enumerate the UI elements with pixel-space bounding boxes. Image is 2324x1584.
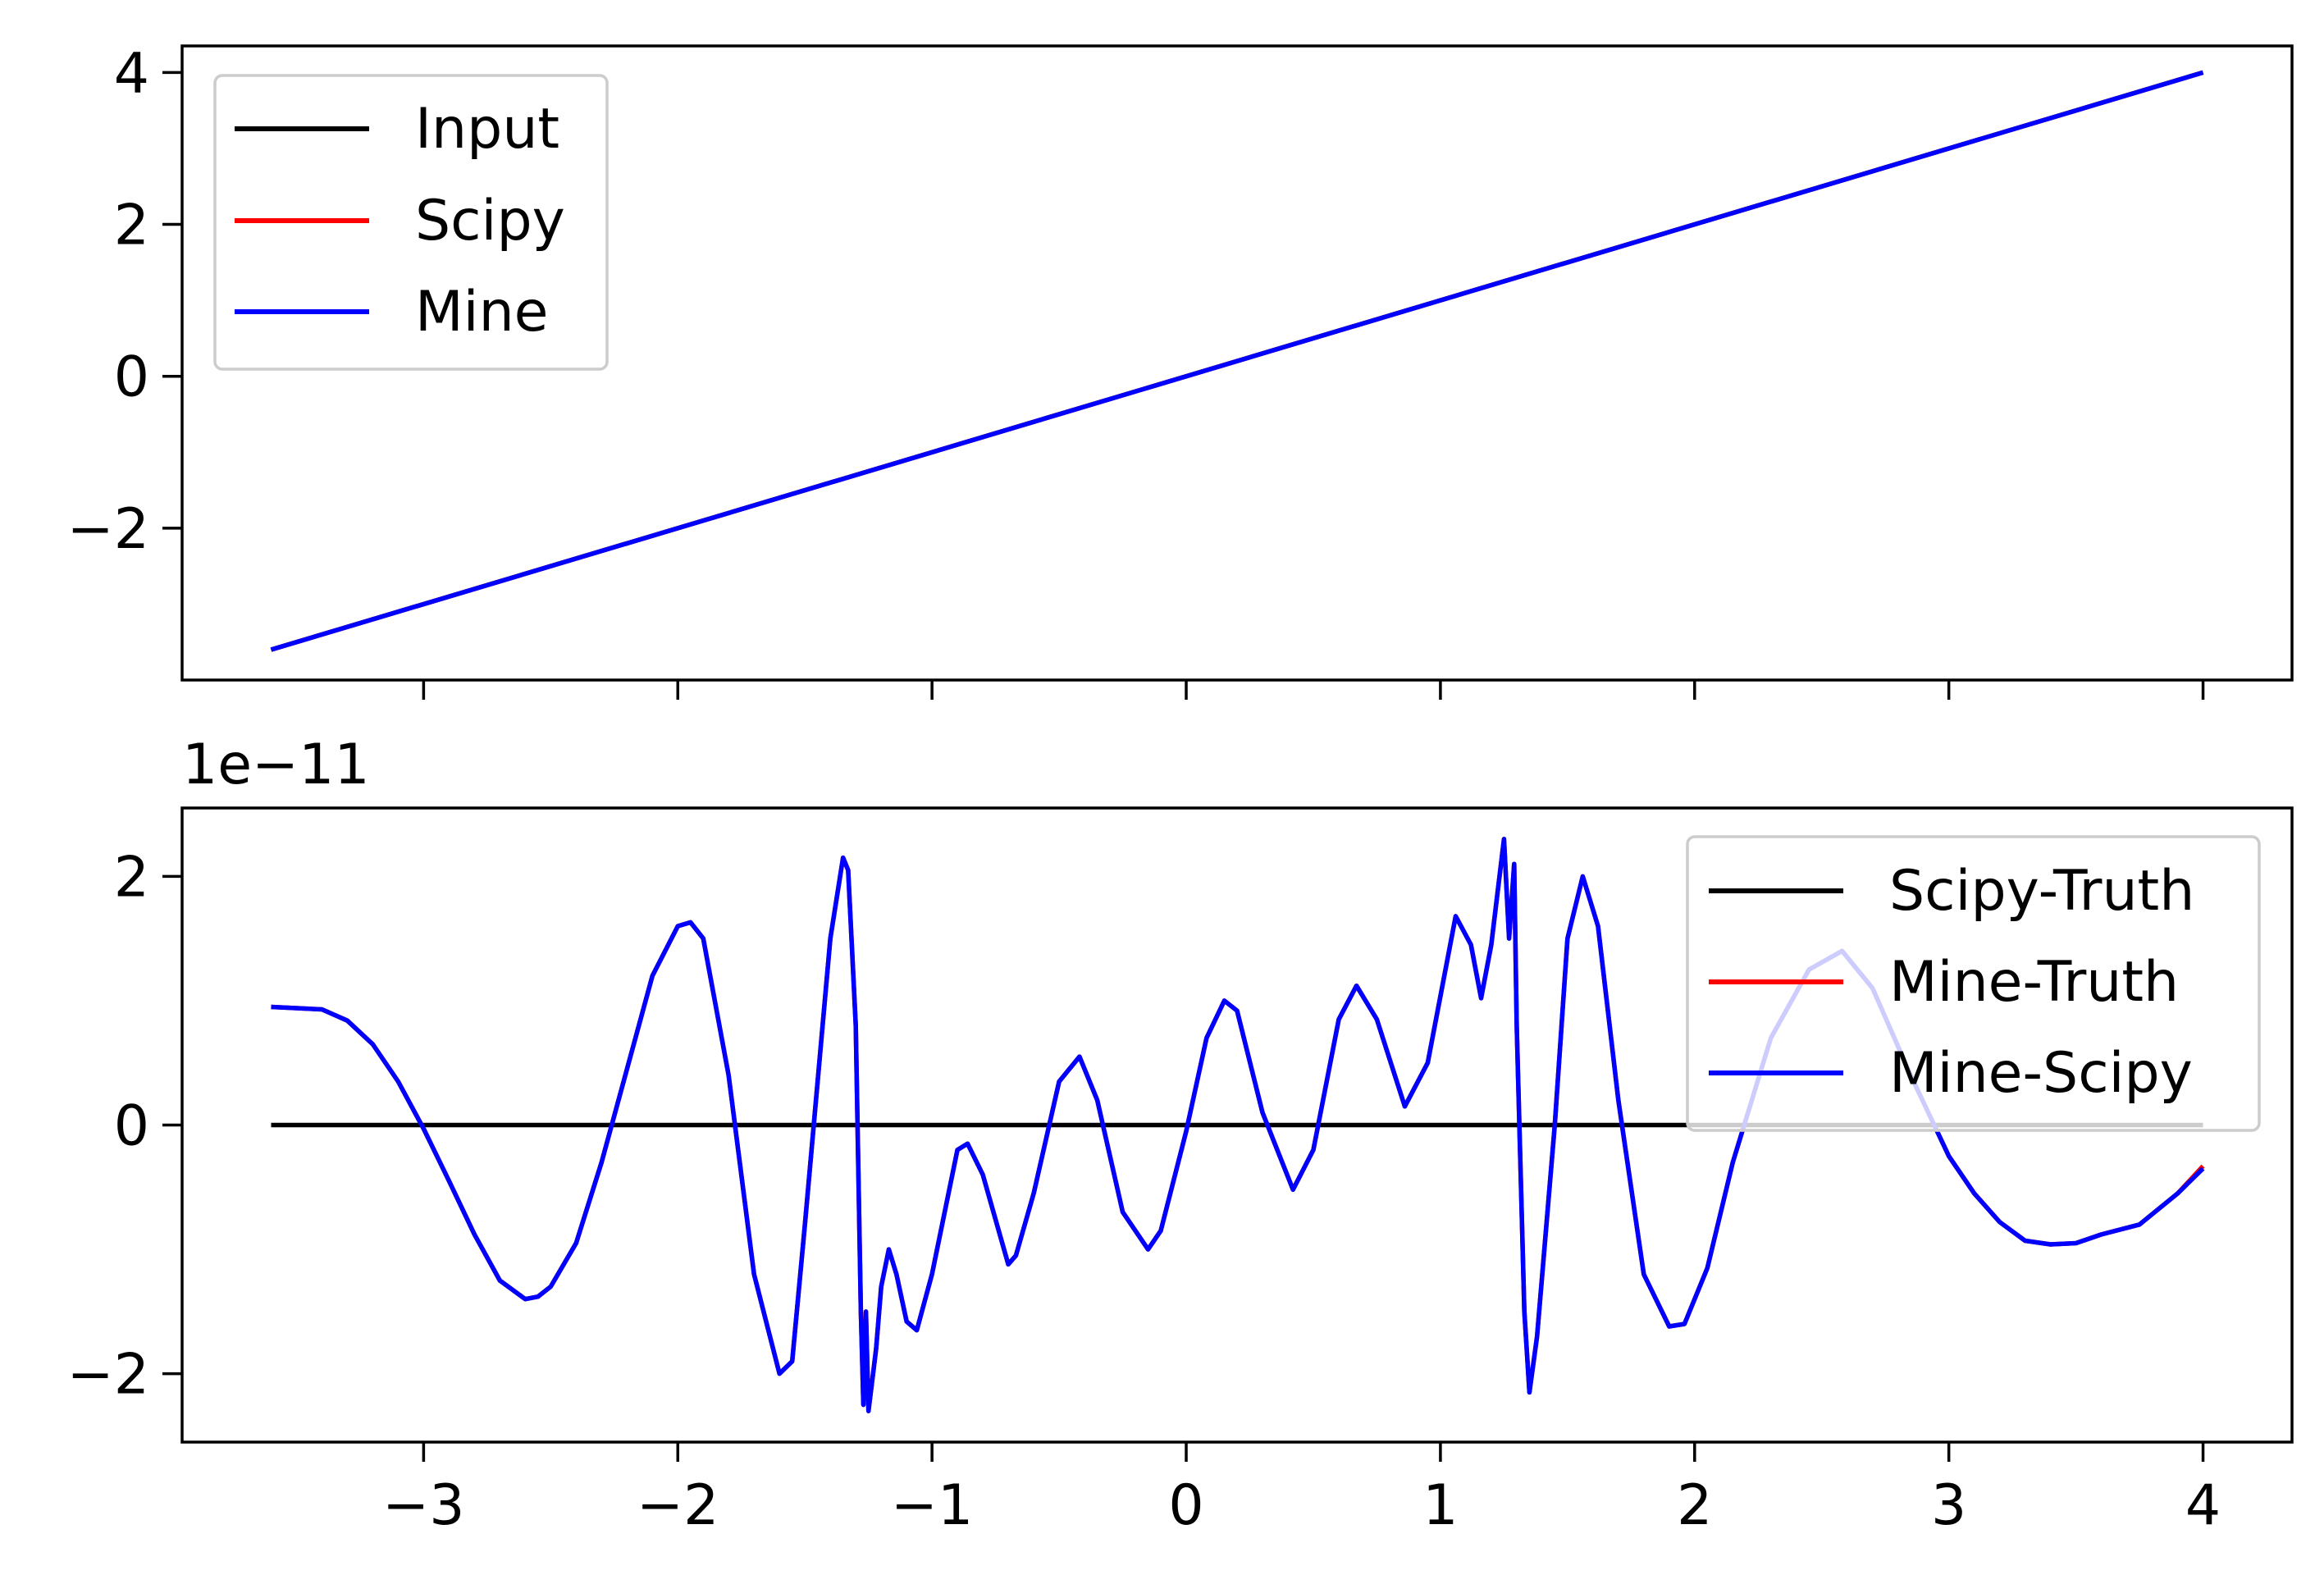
- top-y-tick-label: 4: [114, 41, 149, 106]
- bottom-series-line-mine-scipy: [271, 837, 2205, 1413]
- bottom-y-ticks: −2 0 2: [67, 845, 182, 1408]
- top-y-ticks: −2 0 2 4: [67, 41, 182, 562]
- bottom-x-tick-label: 3: [1931, 1473, 1966, 1538]
- legend-label-input: Input: [415, 97, 559, 162]
- bottom-axes: −3 −2 −1 0 1 2 3 4 −2 0 2 1e−11 Scipy-Truth Mine-…: [67, 733, 2294, 1538]
- top-y-tick-label: 2: [114, 194, 149, 258]
- legend-label-scipy: Scipy: [415, 189, 565, 253]
- bottom-x-tick-label: −1: [891, 1473, 973, 1538]
- top-axes-frame: [180, 44, 2294, 682]
- top-x-ticks: [422, 680, 2205, 700]
- legend-label-scipy-truth: Scipy-Truth: [1889, 859, 2194, 924]
- bottom-x-tick-label: −3: [382, 1473, 464, 1538]
- legend-label-mine-truth: Mine-Truth: [1889, 950, 2179, 1015]
- bottom-axes-frame: [180, 806, 2294, 1444]
- top-y-tick-label: 0: [114, 345, 149, 410]
- top-legend-box: [213, 74, 609, 371]
- top-series-line-mine: [270, 70, 2204, 652]
- bottom-y-tick-label: −2: [67, 1343, 149, 1408]
- top-axes: −2 0 2 4 Input Scipy Mine: [67, 41, 2294, 700]
- top-series-layer: [270, 70, 2204, 652]
- legend-label-mine-scipy: Mine-Scipy: [1889, 1041, 2193, 1106]
- bottom-x-tick-label: 2: [1677, 1473, 1712, 1538]
- bottom-x-tick-label: 4: [2185, 1473, 2221, 1538]
- bottom-x-tick-label: 1: [1422, 1473, 1458, 1538]
- bottom-y-tick-label: 0: [114, 1094, 149, 1159]
- bottom-y-tick-label: 2: [114, 845, 149, 910]
- top-y-tick-label: −2: [67, 497, 149, 562]
- bottom-x-tick-label: 0: [1168, 1473, 1203, 1538]
- legend-label-mine: Mine: [415, 280, 549, 345]
- bottom-x-tick-label: −2: [637, 1473, 719, 1538]
- bottom-legend-box: [1686, 835, 2261, 1132]
- top-legend: Input Scipy Mine: [213, 74, 609, 371]
- bottom-x-ticks: −3 −2 −1 0 1 2 3 4: [382, 1442, 2221, 1538]
- bottom-y-offset-label: 1e−11: [182, 733, 370, 797]
- bottom-legend: Scipy-Truth Mine-Truth Mine-Scipy: [1686, 835, 2261, 1132]
